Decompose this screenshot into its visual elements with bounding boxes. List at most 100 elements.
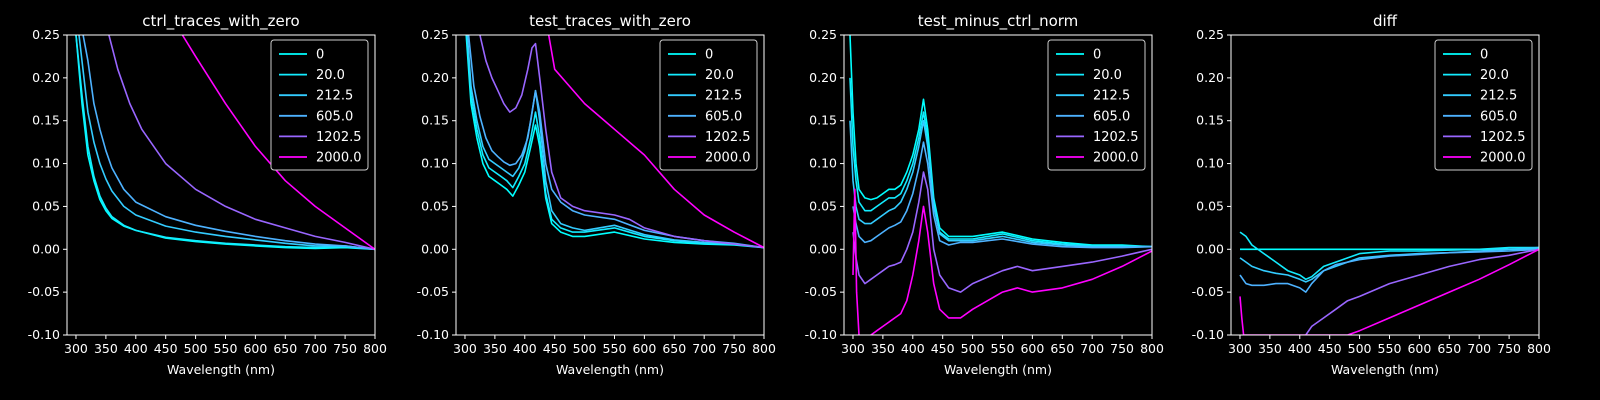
legend-frame (659, 39, 758, 171)
series-line-4 (852, 141, 1152, 249)
series-line-6 (1239, 248, 1539, 335)
axes-frame (843, 34, 1153, 336)
y-tick-label: -0.05 (28, 284, 60, 299)
x-tick-label: 350 (1258, 341, 1282, 356)
x-tick-label: 800 (752, 341, 776, 356)
legend-label-1: 0 (1093, 48, 1101, 63)
x-tick-label: 550 (214, 341, 238, 356)
legend-label-1: 0 (705, 48, 713, 63)
series-line-5 (852, 171, 1152, 293)
chart-panel-1: 300 350 400 450 500 550 600 650 700 750 800 -0.10 -0… (28, 12, 387, 377)
x-tick-label: 700 (692, 341, 716, 356)
x-tick-label: 650 (1437, 341, 1461, 356)
y-tick-label: 0.00 (32, 241, 60, 256)
legend: 0 20.0 212.5 605.0 1202.5 2000.0 (1047, 39, 1146, 171)
legend-label-1: 0 (316, 48, 324, 63)
series-line-4 (467, 35, 764, 249)
y-tick-label: 0.25 (809, 27, 837, 42)
y-tick-label: 0.20 (1196, 70, 1224, 85)
legend: 0 20.0 212.5 605.0 1202.5 2000.0 (659, 39, 758, 171)
legend-label-2: 20.0 (1093, 68, 1122, 83)
series-line-4 (1239, 248, 1539, 293)
x-tick-label: 300 (64, 341, 88, 356)
y-tick-label: -0.10 (1192, 327, 1224, 342)
x-tick-label: 800 (363, 341, 387, 356)
x-tick-label: 350 (483, 341, 507, 356)
y-tick-label: 0.20 (421, 70, 449, 85)
x-tick-label: 500 (573, 341, 597, 356)
x-tick-label: 300 (1228, 341, 1252, 356)
series-line-5 (479, 35, 764, 249)
x-tick-label: 600 (632, 341, 656, 356)
legend-label-3: 212.5 (1480, 89, 1517, 104)
legend-label-5: 1202.5 (316, 130, 362, 145)
series-line-6 (852, 188, 1152, 335)
chart-panel-3: 300 350 400 450 500 550 600 650 700 750 800 -0.10 -0… (805, 12, 1164, 377)
y-tick-label: 0.10 (1196, 156, 1224, 171)
x-tick-label: 650 (273, 341, 297, 356)
legend-frame (1047, 39, 1146, 171)
x-tick-label: 450 (154, 341, 178, 356)
y-tick-label: 0.20 (32, 70, 60, 85)
series-line-3 (849, 119, 1152, 248)
legend-label-3: 212.5 (1093, 89, 1130, 104)
x-tick-label: 550 (1378, 341, 1402, 356)
x-tick-label: 550 (603, 341, 627, 356)
x-tick-label: 450 (543, 341, 567, 356)
legend-label-3: 212.5 (316, 89, 353, 104)
y-tick-label: 0.15 (809, 113, 837, 128)
x-tick-label: 300 (453, 341, 477, 356)
series-line-2 (849, 77, 1152, 248)
x-tick-label: 400 (1288, 341, 1312, 356)
x-tick-label: 350 (871, 341, 895, 356)
series-line-5 (1305, 248, 1539, 335)
x-tick-label: 650 (662, 341, 686, 356)
series-line-6 (547, 35, 764, 249)
x-tick-label: 750 (1110, 341, 1134, 356)
series-line-2 (466, 35, 764, 249)
series-line-4 (82, 35, 375, 251)
x-tick-label: 400 (901, 341, 925, 356)
series-lines (75, 35, 375, 251)
y-tick-label: 0.25 (32, 27, 60, 42)
axes-frame (66, 34, 376, 336)
y-tick-label: 0.05 (421, 198, 449, 213)
y-tick-label: -0.10 (28, 327, 60, 342)
x-tick-label: 300 (841, 341, 865, 356)
chart-title: diff (1373, 12, 1398, 30)
x-tick-label: 500 (961, 341, 985, 356)
legend-frame (270, 39, 369, 171)
x-tick-label: 450 (931, 341, 955, 356)
x-tick-label: 650 (1050, 341, 1074, 356)
x-tick-label: 700 (303, 341, 327, 356)
series-line-1 (849, 35, 1152, 248)
y-tick-label: 0.15 (421, 113, 449, 128)
series-line-2 (75, 35, 375, 251)
legend-frame (1434, 39, 1533, 171)
x-tick-label: 700 (1080, 341, 1104, 356)
legend-label-2: 20.0 (316, 68, 345, 83)
x-tick-label: 600 (243, 341, 267, 356)
x-tick-label: 750 (1497, 341, 1521, 356)
chart-panel-4: 300 350 400 450 500 550 600 650 700 750 800 -0.10 -0… (1192, 12, 1551, 377)
y-tick-label: -0.05 (417, 284, 449, 299)
y-tick-label: 0.00 (1196, 241, 1224, 256)
x-tick-label: 600 (1020, 341, 1044, 356)
x-tick-label: 500 (1348, 341, 1372, 356)
legend-label-3: 212.5 (705, 89, 742, 104)
legend-label-4: 605.0 (1093, 109, 1130, 124)
legend-label-5: 1202.5 (1480, 130, 1526, 145)
axes-frame (455, 34, 765, 336)
y-tick-label: -0.10 (417, 327, 449, 342)
axes-frame (1230, 34, 1540, 336)
series-line-6 (181, 35, 375, 250)
y-tick-label: -0.10 (805, 327, 837, 342)
x-axis-label: Wavelength (nm) (1331, 362, 1439, 377)
legend-label-5: 1202.5 (1093, 130, 1139, 145)
legend-label-6: 2000.0 (316, 151, 362, 166)
legend-label-6: 2000.0 (705, 151, 751, 166)
legend-label-4: 605.0 (1480, 109, 1517, 124)
series-line-2 (1239, 231, 1539, 281)
x-tick-label: 450 (1318, 341, 1342, 356)
